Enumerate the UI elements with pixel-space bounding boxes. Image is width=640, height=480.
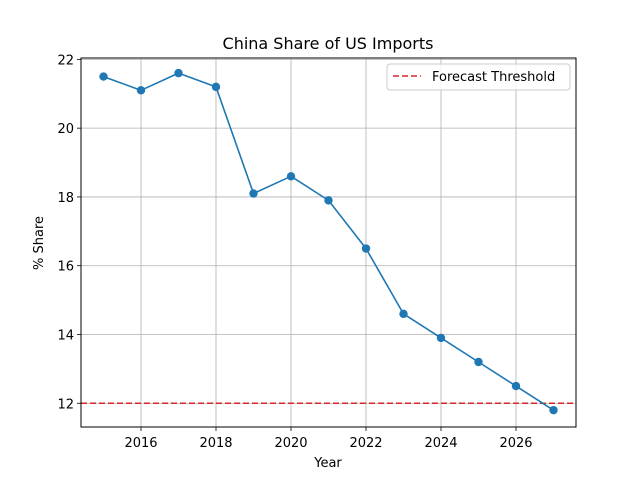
data-point — [324, 196, 333, 205]
x-tick-label: 2022 — [349, 436, 382, 451]
data-point — [249, 189, 258, 198]
data-point — [99, 72, 108, 81]
y-tick-label: 18 — [57, 191, 74, 206]
data-point — [286, 172, 296, 181]
series-layer — [99, 68, 558, 415]
data-point — [436, 333, 446, 343]
y-axis-title: % Share — [32, 216, 47, 270]
data-point — [399, 309, 408, 319]
legend-box — [386, 63, 571, 91]
y-tick-label: 16 — [57, 260, 74, 275]
y-tick-label: 14 — [57, 328, 74, 343]
data-point — [174, 68, 183, 78]
legend: Forecast Threshold — [386, 63, 571, 91]
data-point — [474, 357, 483, 367]
chart-title: China Share of US Imports — [223, 34, 434, 53]
data-point — [549, 405, 558, 415]
legend-label-forecast-threshold: Forecast Threshold — [432, 70, 555, 85]
plot-area — [80, 57, 577, 428]
data-point — [136, 86, 146, 95]
y-tick-label: 12 — [57, 397, 74, 412]
data-point — [361, 244, 371, 253]
x-tick-label: 2016 — [124, 436, 157, 451]
x-axis-title: Year — [313, 456, 342, 471]
data-point — [211, 82, 221, 92]
x-tick-label: 2018 — [199, 436, 232, 451]
plot-frame — [80, 57, 577, 428]
x-tick-label: 2020 — [274, 436, 307, 451]
y-tick-label: 20 — [57, 122, 74, 137]
y-axis: 12 14 16 18 20 22 — [57, 53, 81, 412]
y-tick-label: 22 — [57, 53, 74, 68]
x-tick-label: 2024 — [424, 436, 457, 451]
x-tick-label: 2026 — [499, 436, 532, 451]
data-point — [511, 381, 521, 391]
x-axis: 2016 2018 2020 2022 2024 2026 — [124, 427, 533, 451]
